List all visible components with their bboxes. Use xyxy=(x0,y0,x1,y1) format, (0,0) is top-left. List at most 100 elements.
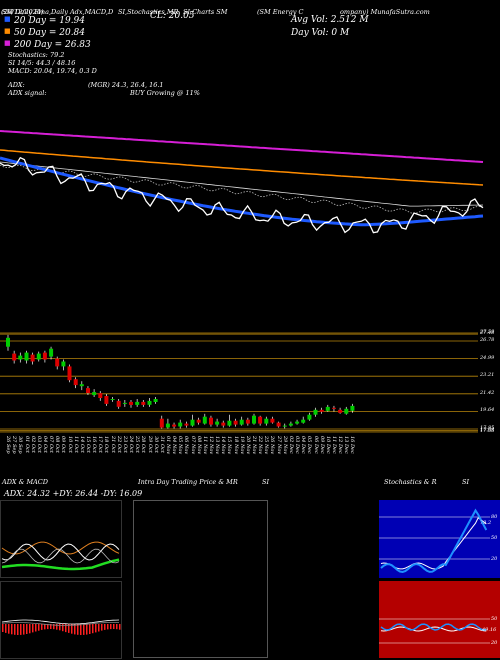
stoch-level-50: 50 xyxy=(491,535,498,541)
macd-histogram-bar xyxy=(110,624,112,630)
date-label: 19 Nov xyxy=(238,436,245,455)
macd-histogram-bar xyxy=(38,624,40,631)
date-label: 08 Nov xyxy=(195,436,202,455)
date-label: 29 Oct xyxy=(146,436,153,453)
date-label: 06 Nov xyxy=(183,436,190,455)
macd-histogram-bar xyxy=(17,624,19,635)
stochastics-value: Stochastics: 79.2 xyxy=(8,51,65,59)
candle-body xyxy=(98,393,103,398)
candle-body xyxy=(67,366,72,381)
adx-label: ADX: xyxy=(8,81,25,89)
adx-white-line-2 xyxy=(1,548,120,564)
date-label: 18 Nov xyxy=(232,436,239,455)
candle-body xyxy=(184,423,189,426)
date-label: 07 Nov xyxy=(189,436,196,455)
si-level-20: 20 xyxy=(491,640,498,646)
date-label: 16 Dec xyxy=(349,436,356,454)
macd-histogram-bar xyxy=(8,624,10,634)
ema20-line xyxy=(0,156,484,227)
macd-histogram-bar xyxy=(71,624,73,634)
header-title-5: ompany) MunafaSutra.com xyxy=(340,8,430,16)
ema20-marker: ■ xyxy=(4,15,11,23)
day-vol: Day Vol: 0 M xyxy=(291,28,350,38)
intra-panel-right: SI xyxy=(262,478,270,486)
date-label: 11 Oct xyxy=(72,436,79,453)
candle-body xyxy=(319,409,324,412)
macd-histogram-bar xyxy=(47,624,49,630)
macd-histogram-bar xyxy=(56,624,58,630)
date-label: 20 Nov xyxy=(244,436,251,455)
date-label: 06 Dec xyxy=(312,436,319,454)
header-title-2: SI,Stochastics,MR xyxy=(118,8,179,16)
si-panel xyxy=(379,581,500,658)
candle-body xyxy=(159,418,164,428)
price-level-label: 19.64 xyxy=(480,407,495,414)
price-level-label: 23.21 xyxy=(480,372,495,379)
price-line xyxy=(0,156,484,234)
macd-histogram-bar xyxy=(20,624,22,635)
candle-body xyxy=(36,353,41,360)
adx-orange-line xyxy=(1,541,120,555)
macd-histogram-bar xyxy=(107,624,109,630)
adx-green-line xyxy=(1,558,120,571)
ema-dotted-line xyxy=(0,164,484,215)
candle-body xyxy=(49,348,54,357)
macd-histogram-bar xyxy=(116,624,118,630)
adx-panel-title: ADX & MACD xyxy=(2,478,48,486)
candle-body xyxy=(307,414,312,420)
adx-signal-label: ADX signal: xyxy=(8,89,47,97)
date-label: 02 Oct xyxy=(29,436,36,453)
macd-histogram-bar xyxy=(95,624,97,633)
candle-body xyxy=(42,352,47,360)
stoch-level-20: 20 xyxy=(491,556,498,562)
candle-body xyxy=(196,419,201,423)
candle-body xyxy=(141,401,146,405)
ema50-marker: ■ xyxy=(4,27,11,35)
candle-body xyxy=(190,419,195,426)
macd-histogram-bar xyxy=(98,624,100,632)
date-label: 10 Oct xyxy=(66,436,73,453)
date-label: 30 Sep xyxy=(17,436,24,454)
ema50-line xyxy=(0,149,484,186)
candle-body xyxy=(18,355,23,360)
macd-line xyxy=(1,619,120,625)
candle-body xyxy=(264,418,269,424)
macd-histogram-bar xyxy=(59,624,61,631)
date-label: 01 Nov xyxy=(164,436,171,455)
candle-body xyxy=(79,384,84,387)
macd-histogram-bar xyxy=(83,624,85,635)
price-level-label: 21.42 xyxy=(480,389,495,396)
macd-histogram-bar xyxy=(5,624,7,633)
candle-body xyxy=(282,425,287,427)
candle-body xyxy=(104,396,109,404)
stoch-d-line xyxy=(380,517,487,570)
candle-body xyxy=(30,354,35,362)
stoch-level-80: 80 xyxy=(491,514,498,520)
stoch-panel-title: Stochastics & R xyxy=(384,478,437,486)
date-label: 09 Dec xyxy=(318,436,325,454)
macd-histogram-bar xyxy=(77,624,79,635)
candle-body xyxy=(129,401,133,405)
candle-body xyxy=(258,416,263,424)
candle-body xyxy=(147,400,152,405)
candle-body xyxy=(227,420,232,426)
candle-body xyxy=(332,407,336,409)
date-label: 21 Oct xyxy=(109,436,116,453)
date-label: 14 Oct xyxy=(78,436,85,453)
date-label: 09 Oct xyxy=(60,436,67,453)
si-value: SI 14/5: 44.3 / 48.16 xyxy=(8,59,76,67)
macd-histogram-bar xyxy=(11,624,13,635)
macd-histogram-bar xyxy=(113,624,115,629)
stochastics-panel xyxy=(379,500,500,578)
macd-signal-line xyxy=(1,622,120,626)
candle-body xyxy=(12,353,17,361)
macd-histogram-bar xyxy=(50,624,52,629)
si-white-line xyxy=(380,626,487,632)
stoch-k-line xyxy=(380,508,488,574)
ema200-line xyxy=(0,130,484,163)
macd-histogram-bar xyxy=(41,624,43,630)
ema200-marker: ■ xyxy=(4,39,11,47)
si-level-50: 50 xyxy=(491,616,498,622)
ema200-label: 200 Day = 26.83 xyxy=(14,40,91,50)
macd-histogram-bar xyxy=(35,624,37,632)
